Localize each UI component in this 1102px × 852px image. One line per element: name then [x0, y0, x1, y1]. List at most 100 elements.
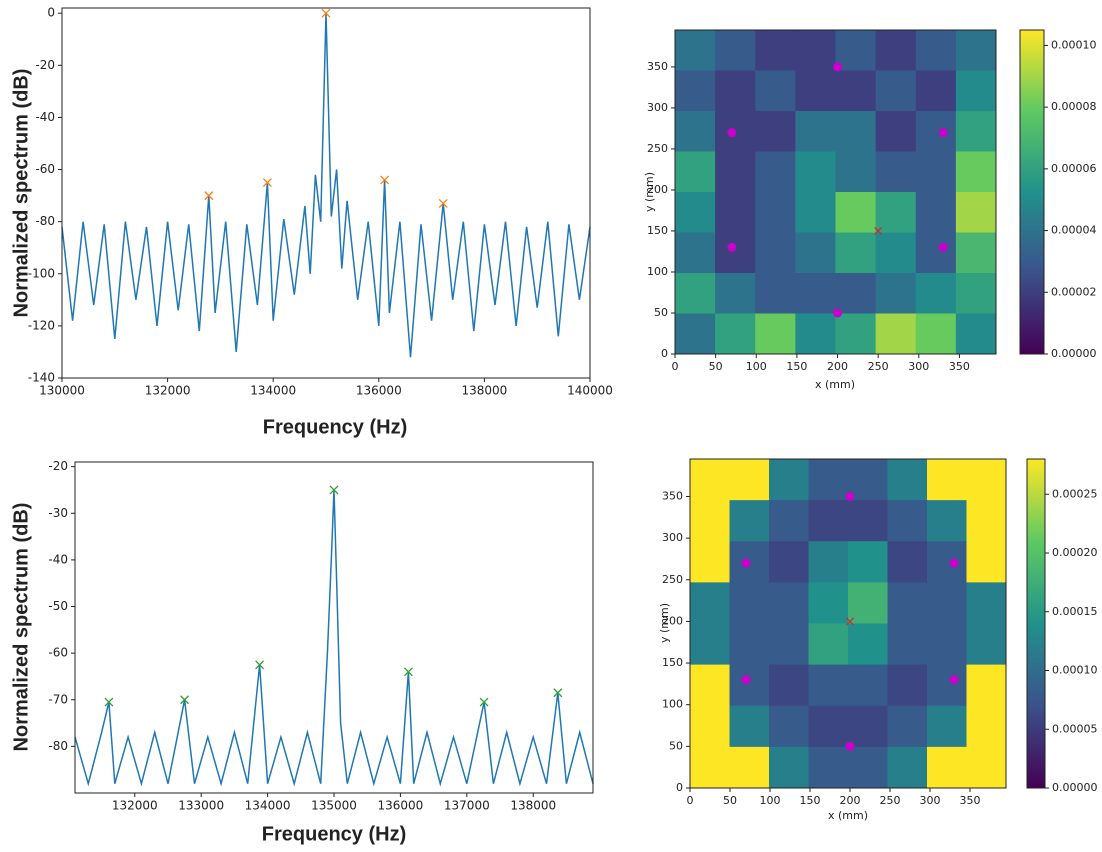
x-tick-label: 136000 — [378, 799, 424, 813]
heatmap-cell — [715, 232, 756, 274]
peak-marker — [321, 8, 331, 18]
plot-frame — [61, 7, 591, 379]
y-tick-label: -60 — [48, 646, 68, 660]
heatmap-cell — [755, 192, 796, 233]
y-tick-label: 0 — [47, 6, 55, 20]
heatmap-cell — [927, 500, 967, 542]
x-axis-label: Frequency (Hz) — [262, 823, 406, 845]
heatmap-cell — [690, 623, 730, 666]
colorbar-tick-label: 0.00000 — [1051, 347, 1097, 360]
x-tick-label: 350 — [960, 794, 981, 807]
y-tick-label: -100 — [28, 266, 55, 280]
y-tick-label: -40 — [48, 552, 68, 566]
colorbar — [1026, 458, 1046, 789]
heatmap-cell — [808, 705, 849, 748]
spectrum-line — [61, 13, 591, 358]
heatmap-cell — [966, 664, 1007, 707]
colorbar-tick-label: 0.00015 — [1052, 605, 1098, 618]
peak-marker — [329, 485, 339, 495]
peak-marker — [380, 175, 390, 185]
heatmap-cell — [915, 192, 957, 233]
heatmap-cell — [875, 192, 917, 233]
x-tick-label: 50 — [723, 794, 737, 807]
y-tick-label: 0 — [661, 347, 668, 360]
heatmap-cell — [835, 232, 877, 274]
y-axis-label: y (mm) — [643, 172, 656, 212]
point-marker — [727, 128, 737, 138]
heatmap-cell — [755, 313, 796, 355]
heatmap-cell — [769, 746, 809, 789]
heatmap-cell — [966, 500, 1007, 542]
heatmap-cell — [795, 30, 836, 71]
y-tick-label: -140 — [28, 371, 55, 385]
point-marker — [833, 62, 843, 72]
heatmap-cell — [887, 746, 928, 789]
x-tick-label: 300 — [908, 360, 929, 373]
y-tick-label: -30 — [48, 506, 68, 520]
point-marker — [727, 242, 737, 252]
x-tick-label: 150 — [800, 794, 821, 807]
heatmap-cell — [795, 313, 836, 355]
heatmap-cell — [715, 151, 756, 193]
colorbar-tick-label: 0.00010 — [1052, 664, 1098, 677]
y-tick-label: 0 — [676, 781, 683, 794]
heatmap-cell — [887, 623, 928, 666]
x-tick-label: 134000 — [245, 799, 291, 813]
peak-marker — [255, 660, 265, 670]
colorbar-tick-label: 0.00002 — [1051, 285, 1097, 298]
x-tick-label: 250 — [880, 794, 901, 807]
point-marker — [938, 128, 948, 138]
colorbar-tick-label: 0.00000 — [1052, 781, 1098, 794]
y-tick-label: 350 — [662, 489, 683, 502]
heatmap-cell — [955, 273, 997, 314]
heatmap-cell — [675, 111, 716, 152]
heatmap-cell — [887, 459, 928, 501]
y-tick-label: -120 — [28, 318, 55, 332]
heatmap-cell — [955, 111, 997, 152]
peak-marker — [104, 697, 114, 707]
point-marker — [874, 227, 883, 235]
heatmap-cell — [966, 541, 1007, 583]
heatmap-cell — [915, 70, 957, 112]
heatmap-cell — [690, 459, 730, 501]
heatmap-cell — [769, 582, 809, 624]
heatmap-cell — [795, 151, 836, 193]
heatmap-cell — [690, 541, 730, 583]
x-tick-label: 133000 — [178, 799, 224, 813]
heatmap-cell — [915, 232, 957, 274]
point-marker — [949, 675, 959, 685]
x-axis-label: x (mm) — [815, 378, 855, 391]
heatmap-cell — [927, 746, 967, 789]
heatmap-cell — [966, 582, 1007, 624]
heatmap-cell — [729, 459, 770, 501]
heatmap-cell — [915, 273, 957, 314]
x-axis-label: Frequency (Hz) — [263, 416, 407, 438]
heatmap-cell — [729, 664, 770, 707]
plot-frame — [689, 458, 1007, 789]
y-tick-label: 300 — [662, 531, 683, 544]
x-tick-label: 132000 — [145, 384, 191, 398]
heatmap-cell — [848, 459, 888, 501]
x-tick-label: 100 — [746, 360, 767, 373]
heatmap-cell — [955, 151, 997, 193]
heatmap-cell — [808, 459, 849, 501]
heatmap-cell — [848, 582, 888, 624]
x-tick-label: 100 — [760, 794, 781, 807]
y-tick-label: 300 — [647, 101, 668, 114]
heatmap-cell — [875, 30, 917, 71]
peak-marker — [479, 697, 489, 707]
y-tick-label: 150 — [662, 656, 683, 669]
heatmap-cell — [955, 313, 997, 355]
heatmap-cell — [808, 582, 849, 624]
y-tick-label: 200 — [662, 614, 683, 627]
heatmap-cell — [966, 459, 1007, 501]
heatmap-cell — [887, 541, 928, 583]
colorbar-tick-label: 0.00008 — [1051, 100, 1097, 113]
x-tick-label: 134000 — [250, 384, 296, 398]
y-tick-label: -60 — [35, 162, 55, 176]
heatmap-cell — [715, 192, 756, 233]
heatmap-cell — [715, 273, 756, 314]
colorbar-tick-label: 0.00010 — [1051, 38, 1097, 51]
x-tick-label: 0 — [687, 794, 694, 807]
y-tick-label: -20 — [48, 459, 68, 473]
